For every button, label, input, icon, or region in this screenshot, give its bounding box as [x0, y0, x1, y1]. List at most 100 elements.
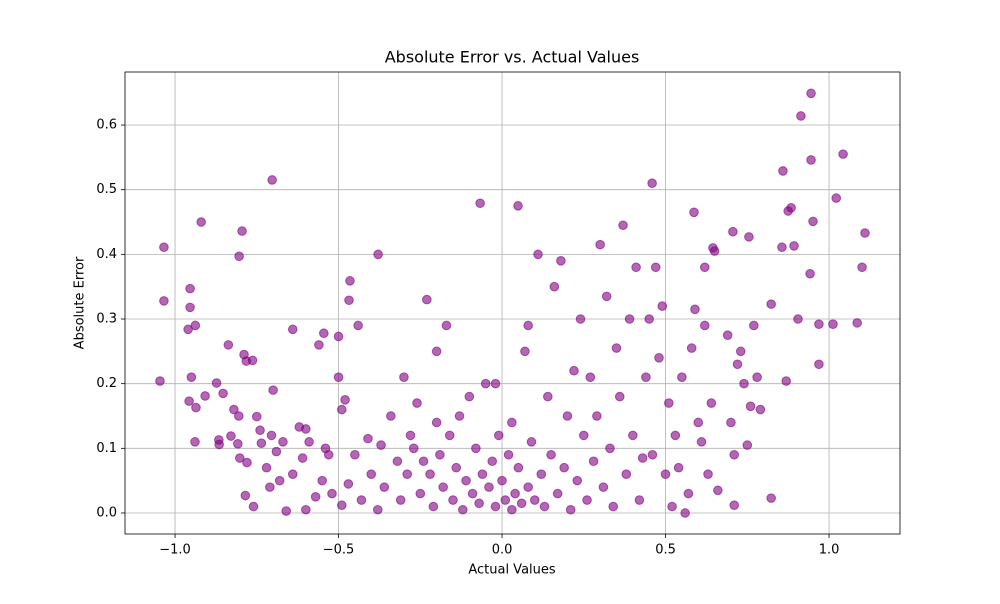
point [340, 395, 350, 405]
point [490, 501, 501, 512]
point [631, 262, 641, 273]
point [766, 493, 776, 503]
point [857, 262, 867, 273]
point [552, 488, 563, 499]
point [722, 330, 733, 340]
point [256, 438, 267, 448]
point [507, 417, 517, 428]
point [647, 178, 657, 189]
point [569, 365, 579, 376]
point [729, 449, 740, 460]
point [654, 352, 664, 363]
point [520, 346, 530, 357]
point [592, 411, 602, 421]
point [726, 417, 736, 428]
point [408, 443, 419, 454]
point [304, 437, 314, 447]
point [742, 440, 753, 450]
point [852, 318, 862, 328]
point [237, 226, 247, 236]
point [621, 469, 632, 479]
point [344, 295, 354, 306]
point [500, 495, 511, 505]
point [546, 449, 556, 460]
point [415, 488, 426, 499]
point [536, 469, 547, 479]
point [214, 439, 224, 450]
point [608, 501, 619, 512]
point [184, 396, 194, 406]
point [814, 319, 824, 329]
point [441, 320, 452, 331]
point [350, 449, 360, 460]
point [575, 314, 586, 324]
point [735, 346, 746, 357]
point [611, 343, 622, 353]
point [628, 430, 638, 441]
point [618, 220, 628, 231]
x-tick-label: 0.5 [655, 543, 676, 558]
point [749, 320, 759, 331]
point [159, 242, 169, 253]
point [677, 372, 687, 382]
point [461, 475, 471, 486]
point [739, 378, 749, 389]
point [693, 417, 704, 428]
point [480, 378, 491, 389]
x-tick-label: 1.0 [819, 543, 840, 558]
point [601, 291, 612, 302]
point [399, 372, 409, 382]
point [805, 268, 815, 279]
point [595, 239, 605, 250]
point [185, 302, 195, 313]
point [211, 378, 222, 388]
point [650, 262, 661, 273]
point [297, 453, 308, 463]
point [278, 437, 288, 447]
point [793, 314, 803, 324]
point [543, 391, 553, 402]
point [356, 495, 367, 505]
point [451, 462, 462, 473]
point [323, 449, 334, 460]
point [526, 437, 537, 447]
point [266, 430, 277, 441]
point [422, 294, 432, 305]
point [513, 462, 524, 473]
point [186, 372, 197, 382]
point [196, 217, 206, 227]
point [559, 462, 569, 473]
point [565, 504, 576, 515]
point [274, 475, 285, 486]
point [745, 401, 756, 412]
point [223, 340, 234, 350]
point [683, 488, 694, 499]
x-tick-label: 0.0 [492, 543, 513, 558]
point [533, 249, 543, 260]
point [562, 411, 573, 421]
point [471, 443, 481, 454]
point [271, 446, 282, 457]
point [438, 482, 448, 492]
point [493, 430, 504, 441]
point [431, 346, 442, 357]
point [373, 249, 383, 260]
point [229, 404, 239, 415]
y-tick-label: 0.5 [96, 182, 117, 197]
point [752, 372, 762, 382]
point [641, 372, 651, 382]
y-tick-label: 0.1 [96, 441, 117, 456]
point [448, 495, 458, 505]
point [484, 482, 494, 492]
chart-title: Absolute Error vs. Actual Values [385, 48, 640, 67]
point [487, 456, 498, 467]
point [686, 343, 697, 353]
point [808, 216, 818, 227]
point [327, 488, 337, 499]
point [507, 504, 517, 515]
point [185, 283, 195, 294]
point [680, 508, 690, 518]
point [343, 479, 354, 489]
